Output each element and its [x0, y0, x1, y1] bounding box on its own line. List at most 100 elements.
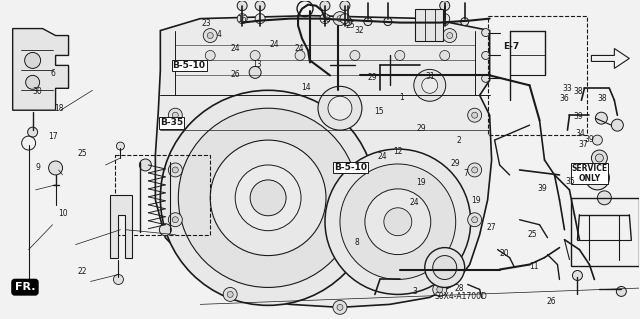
Circle shape: [433, 256, 457, 279]
Circle shape: [414, 70, 445, 101]
Circle shape: [593, 135, 602, 145]
Text: B-5-10: B-5-10: [173, 61, 205, 70]
Circle shape: [472, 167, 477, 173]
Bar: [415, 9, 443, 41]
Circle shape: [395, 50, 405, 60]
Text: 9: 9: [35, 163, 40, 172]
Circle shape: [472, 217, 477, 223]
Circle shape: [28, 127, 38, 137]
Text: 13: 13: [253, 60, 262, 69]
Circle shape: [168, 108, 182, 122]
Text: 19: 19: [416, 178, 426, 187]
Circle shape: [482, 74, 490, 82]
Circle shape: [337, 16, 343, 22]
Circle shape: [482, 29, 490, 37]
Text: 16: 16: [321, 15, 331, 24]
Text: 31: 31: [425, 72, 435, 81]
Text: 39: 39: [584, 135, 595, 144]
Circle shape: [249, 66, 261, 78]
Circle shape: [616, 286, 627, 296]
Text: B-5-10: B-5-10: [334, 163, 367, 172]
Circle shape: [591, 172, 604, 184]
Text: 11: 11: [529, 262, 539, 271]
Circle shape: [586, 166, 609, 190]
Circle shape: [255, 1, 265, 11]
Text: 25: 25: [346, 21, 355, 30]
Circle shape: [591, 150, 607, 166]
Circle shape: [204, 29, 217, 42]
Circle shape: [384, 208, 412, 236]
Circle shape: [116, 142, 124, 150]
Text: 3: 3: [412, 287, 417, 296]
Circle shape: [595, 154, 604, 162]
Text: 29: 29: [451, 159, 460, 168]
Circle shape: [168, 163, 182, 177]
Circle shape: [227, 292, 233, 297]
Circle shape: [461, 18, 468, 26]
Text: 22: 22: [77, 267, 87, 276]
Text: 6: 6: [51, 69, 56, 78]
Circle shape: [350, 50, 360, 60]
Text: 32: 32: [355, 26, 364, 35]
Text: 29: 29: [367, 73, 377, 82]
Text: SERVICE
ONLY: SERVICE ONLY: [572, 164, 607, 183]
Circle shape: [440, 50, 450, 60]
Text: 16: 16: [237, 15, 247, 24]
Circle shape: [113, 274, 124, 285]
Circle shape: [364, 18, 372, 26]
Circle shape: [172, 112, 179, 118]
Text: 24: 24: [295, 44, 305, 54]
Text: 1: 1: [399, 93, 404, 102]
Text: 14: 14: [301, 83, 311, 92]
Circle shape: [210, 140, 326, 256]
Circle shape: [344, 18, 352, 26]
Circle shape: [365, 189, 431, 255]
Polygon shape: [13, 29, 68, 110]
Circle shape: [572, 271, 582, 280]
Circle shape: [468, 163, 482, 177]
Text: 7: 7: [463, 169, 468, 178]
Circle shape: [425, 248, 465, 287]
Text: 25: 25: [77, 149, 87, 158]
Text: 2: 2: [457, 136, 461, 145]
Circle shape: [440, 14, 450, 24]
Text: 26: 26: [547, 297, 556, 306]
Circle shape: [25, 52, 40, 68]
Circle shape: [447, 33, 452, 39]
Polygon shape: [591, 48, 629, 68]
Text: 29: 29: [416, 124, 426, 133]
Circle shape: [443, 29, 457, 42]
Text: B-35: B-35: [160, 118, 184, 128]
Circle shape: [328, 96, 352, 120]
Text: 15: 15: [374, 107, 383, 116]
Circle shape: [422, 78, 438, 93]
Text: 39: 39: [574, 112, 584, 121]
Text: 19: 19: [472, 196, 481, 205]
Circle shape: [237, 1, 247, 11]
Text: 25: 25: [527, 230, 537, 239]
Circle shape: [205, 50, 215, 60]
Text: 35: 35: [566, 177, 575, 186]
Text: 30: 30: [33, 87, 43, 96]
Circle shape: [320, 14, 330, 24]
Text: E-7: E-7: [504, 42, 520, 51]
Circle shape: [140, 159, 152, 171]
Circle shape: [172, 217, 179, 223]
Text: 23: 23: [202, 19, 211, 28]
Circle shape: [320, 1, 330, 11]
Circle shape: [179, 108, 358, 287]
Circle shape: [472, 112, 477, 118]
Text: 18: 18: [54, 104, 64, 113]
Text: 36: 36: [559, 94, 569, 103]
Text: FR.: FR.: [15, 282, 35, 292]
Circle shape: [223, 287, 237, 301]
Circle shape: [168, 213, 182, 227]
Circle shape: [384, 18, 392, 26]
Text: 10: 10: [58, 209, 68, 218]
Text: 8: 8: [355, 238, 360, 247]
Circle shape: [340, 14, 350, 24]
Circle shape: [468, 213, 482, 227]
Circle shape: [436, 286, 443, 293]
Circle shape: [611, 119, 623, 131]
Circle shape: [333, 12, 347, 26]
